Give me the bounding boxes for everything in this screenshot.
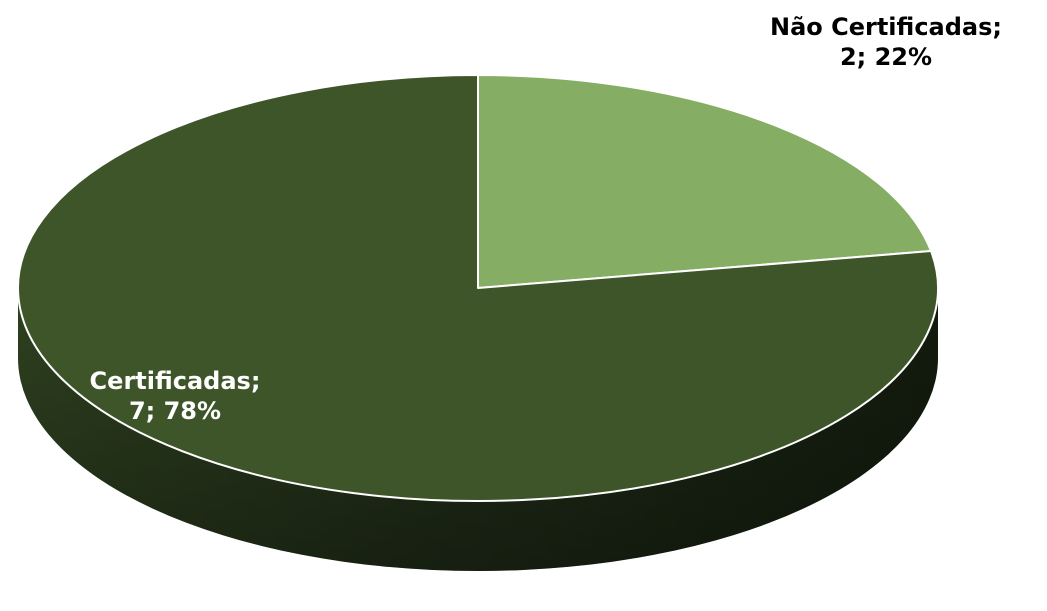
data-label-certificadas: Certificadas; 7; 78%	[89, 367, 261, 425]
pie-slices	[17, 74, 939, 502]
data-label-nao-certificadas: Não Certificadas; 2; 22%	[769, 13, 1003, 71]
pie-slice-certificadas	[17, 74, 939, 502]
pie-side-wall	[18, 288, 938, 571]
pie-side-shade	[18, 288, 938, 571]
pie-slice-n-o-certificadas	[477, 74, 933, 289]
